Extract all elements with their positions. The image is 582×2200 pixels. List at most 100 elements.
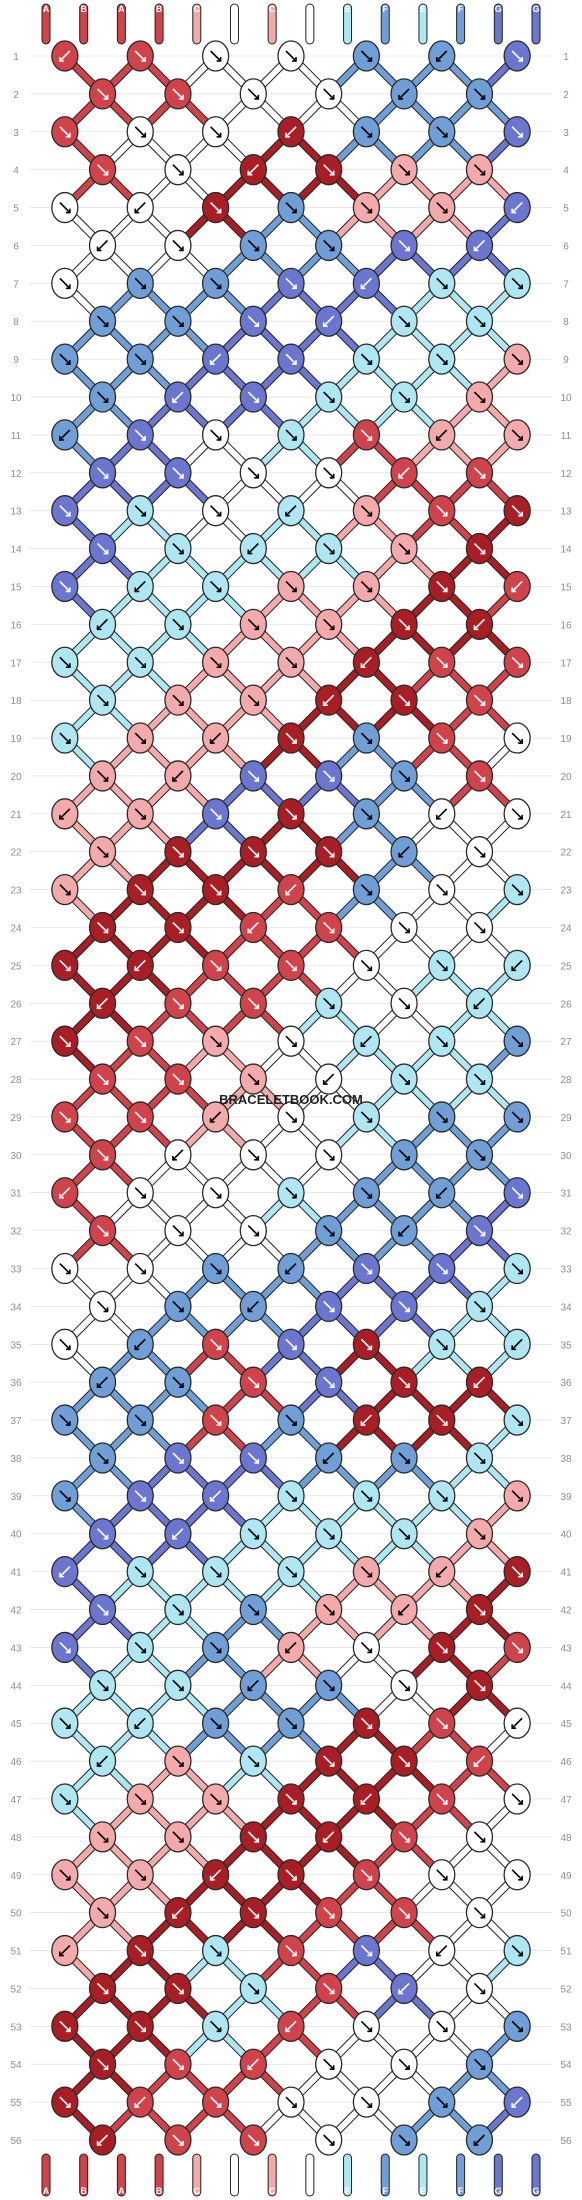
knot-arrow-head [405, 625, 410, 631]
knot-arrow-head [216, 1951, 222, 1957]
knot-arrow-head [480, 1534, 486, 1540]
knot-direction-arrow [247, 239, 259, 252]
knot-arrow-head [480, 170, 486, 176]
knot-direction-arrow [323, 770, 335, 782]
knot-direction-arrow [436, 277, 448, 289]
knot-arrow-head [178, 852, 184, 858]
knot-arrow-head [442, 663, 448, 669]
knot-direction-arrow [210, 505, 222, 517]
row-number-right: 10 [560, 393, 572, 404]
knot-direction-arrow [172, 2058, 184, 2070]
knot-direction-arrow [398, 1300, 410, 1312]
knot-direction-arrow [473, 2058, 486, 2070]
knot-direction-arrow [59, 277, 71, 289]
knot-direction-arrow [172, 1452, 184, 1464]
knot-arrow-head [59, 57, 64, 62]
knot-arrow-head [216, 435, 222, 441]
string-label-bottom: G [532, 2186, 539, 2196]
row-number-left: 18 [10, 696, 22, 707]
row-number-right: 19 [560, 734, 572, 745]
knot-direction-arrow [247, 1679, 259, 1691]
knot-direction-arrow [285, 1187, 297, 1199]
knot-arrow-head [65, 1421, 71, 1426]
knot-arrow-head [329, 1534, 335, 1540]
knot-arrow-head [178, 94, 184, 100]
knot-direction-arrow [285, 1111, 297, 1123]
row-number-left: 54 [10, 2060, 22, 2071]
knot-arrow-head [292, 284, 297, 290]
knot-arrow-head [442, 1875, 448, 1881]
knot-direction-arrow [323, 239, 335, 252]
row-number-left: 16 [10, 620, 22, 631]
knot-arrow-head [254, 1534, 260, 1540]
knot-arrow-head [65, 1648, 71, 1654]
knot-direction-arrow [247, 467, 259, 479]
knot-arrow-head [518, 663, 523, 669]
knot-arrow-head [254, 1989, 260, 1995]
knot-arrow-head [141, 284, 147, 290]
knot-direction-arrow [511, 1262, 523, 1275]
knot-arrow-head [178, 2141, 184, 2146]
knot-arrow-head [367, 1269, 373, 1275]
knot-direction-arrow [436, 1111, 448, 1123]
knot-arrow-head [473, 246, 479, 252]
string-label-bottom: C [194, 2186, 201, 2196]
knot-arrow-head [65, 587, 71, 593]
knot-arrow-head [367, 890, 373, 896]
knot-arrow-head [480, 1989, 486, 1995]
knot-arrow-head [480, 1610, 486, 1616]
knot-arrow-head [172, 776, 177, 782]
knot-arrow-head [405, 776, 410, 782]
row-number-right: 9 [563, 355, 569, 366]
knot-arrow-head [178, 1383, 184, 1388]
knot-arrow-head [480, 776, 486, 782]
knot-direction-arrow [436, 1869, 448, 1881]
knot-direction-arrow [511, 1566, 523, 1578]
knot-arrow-head [103, 94, 109, 100]
string-label-bottom: A [43, 2186, 50, 2196]
knot-direction-arrow [172, 846, 184, 858]
knot-arrow-head [216, 966, 222, 972]
knot-direction-arrow [285, 505, 297, 517]
knot-direction-arrow [134, 50, 146, 62]
knot-direction-arrow [134, 732, 146, 744]
knot-direction-arrow [436, 1793, 448, 1805]
knot-direction-arrow [210, 1035, 222, 1047]
knot-arrow-head [367, 2103, 373, 2108]
knot-direction-arrow [360, 1035, 372, 1047]
row-number-left: 44 [10, 1681, 22, 1692]
row-number-right: 49 [560, 1871, 572, 1882]
knot-arrow-head [292, 1345, 297, 1351]
knot-direction-arrow [398, 391, 410, 403]
knot-direction-arrow [96, 921, 109, 934]
knot-direction-arrow [360, 808, 372, 820]
knot-arrow-head [103, 170, 109, 176]
row-number-left: 50 [10, 1909, 22, 1920]
knot-arrow-head [103, 322, 109, 328]
knot-arrow-head [442, 587, 448, 593]
knot-direction-arrow [511, 1414, 523, 1426]
knot-arrow-head [178, 625, 184, 631]
knot-arrow-head [96, 1383, 102, 1388]
knot-direction-arrow [360, 580, 372, 593]
knot-arrow-head [518, 1421, 523, 1426]
knot-arrow-head [209, 1117, 215, 1123]
row-number-left: 42 [10, 1606, 22, 1617]
knot-arrow-head [329, 1686, 335, 1692]
string-label-bottom: F [382, 2186, 388, 2196]
knot-arrow-head [141, 132, 147, 138]
knot-arrow-head [141, 435, 147, 441]
knot-arrow-head [518, 1193, 523, 1199]
knot-direction-arrow [436, 1035, 448, 1047]
knot-direction-arrow [473, 1376, 486, 1388]
knot-arrow-head [103, 1155, 109, 1161]
knot-arrow-head [329, 398, 335, 403]
knot-direction-arrow [360, 1944, 372, 1957]
knot-arrow-head [103, 1989, 109, 1995]
knot-direction-arrow [59, 50, 71, 62]
knot-arrow-head [480, 398, 486, 403]
knot-arrow-head [473, 1383, 479, 1388]
row-number-right: 48 [560, 1833, 572, 1844]
knot-direction-arrow [172, 391, 184, 403]
knot-direction-arrow [285, 50, 297, 62]
